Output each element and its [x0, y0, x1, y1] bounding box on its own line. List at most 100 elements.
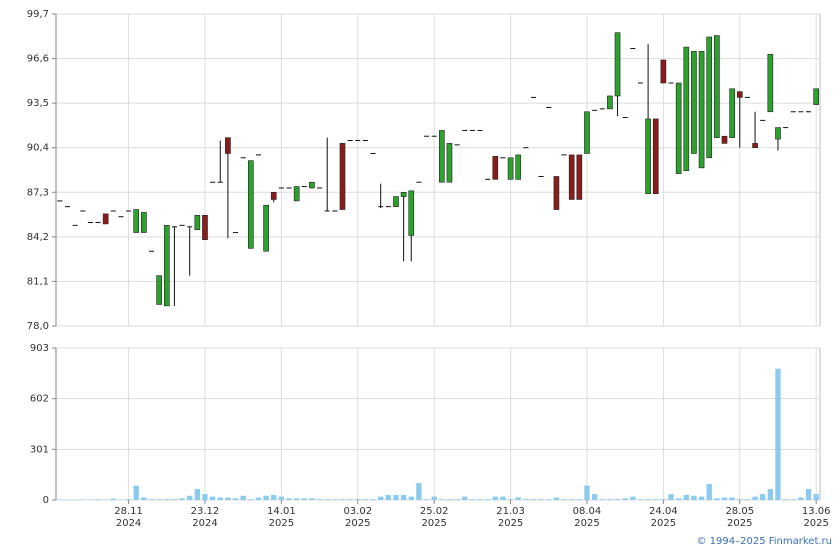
- bar: [599, 499, 605, 500]
- bar: [378, 496, 384, 500]
- bar: [645, 499, 651, 500]
- bar: [102, 499, 109, 500]
- y-tick-label: 0: [43, 495, 49, 506]
- bar: [225, 497, 231, 500]
- candle-body: [446, 143, 453, 183]
- bar: [576, 499, 583, 500]
- bar: [813, 494, 819, 500]
- bar: [706, 484, 712, 500]
- bar: [263, 495, 269, 500]
- candle-body: [698, 51, 705, 169]
- bar: [675, 498, 682, 500]
- candle-body: [775, 127, 781, 140]
- y-tick-label: 96,6: [27, 54, 49, 65]
- candle-body: [675, 82, 682, 174]
- y-tick-label: 93,5: [27, 98, 49, 109]
- x-tick-label: 25.02 2025: [419, 506, 449, 529]
- x-tick-label: 13.06 2025: [801, 506, 831, 529]
- bar: [538, 499, 544, 500]
- candle-body: [408, 190, 415, 236]
- candle-body: [438, 130, 445, 183]
- bar: [385, 494, 392, 500]
- bar: [790, 499, 796, 500]
- bar: [416, 483, 422, 500]
- candle-body: [163, 225, 170, 307]
- bar: [255, 497, 262, 500]
- candle-body: [813, 88, 820, 105]
- candle-body: [576, 154, 583, 200]
- bar: [423, 499, 430, 500]
- candle-body: [614, 32, 621, 97]
- bar: [217, 497, 223, 500]
- bar: [194, 489, 201, 500]
- candle-body: [691, 51, 697, 154]
- bar: [637, 499, 644, 500]
- candle-body: [156, 275, 162, 305]
- candle-body: [721, 135, 728, 144]
- x-tick-label: 24.04 2025: [649, 506, 678, 529]
- bar: [64, 499, 71, 500]
- y-tick-label: 84,2: [27, 232, 49, 243]
- bar: [248, 499, 254, 500]
- y-tick-label: 87,3: [27, 187, 49, 198]
- copyright: © 1994–2025 Finmarket.ru: [696, 536, 832, 547]
- bar: [179, 498, 185, 500]
- candle-body: [247, 160, 254, 249]
- candle-body: [202, 214, 208, 241]
- bar: [569, 499, 575, 500]
- plot-area: [55, 13, 821, 327]
- x-tick-label: 21.03 2025: [496, 506, 525, 529]
- candle-body: [393, 196, 399, 207]
- candle-body: [102, 213, 109, 225]
- bar: [607, 499, 613, 500]
- candle-body: [568, 154, 575, 200]
- bar: [301, 498, 307, 500]
- bar: [729, 497, 735, 500]
- x-tick-label: 28.11 2024: [114, 506, 143, 529]
- bar: [278, 496, 285, 500]
- y-tick-label: 602: [30, 394, 49, 405]
- bar: [87, 499, 94, 500]
- bar: [523, 499, 529, 500]
- candle-body: [141, 212, 147, 233]
- candle-body: [309, 181, 315, 189]
- bar: [293, 498, 300, 500]
- y-tick-label: 99,7: [27, 9, 49, 20]
- candle-body: [706, 36, 713, 159]
- bar: [209, 496, 216, 500]
- x-tick-label: 03.02 2025: [343, 506, 373, 529]
- x-tick-label: 23.12 2024: [190, 506, 220, 529]
- plot-area: [55, 347, 821, 501]
- bar: [332, 499, 338, 500]
- bar: [782, 499, 789, 500]
- bar: [202, 494, 208, 500]
- bar: [484, 499, 491, 500]
- candle-body: [225, 137, 231, 154]
- bar: [500, 496, 506, 500]
- bar: [752, 496, 758, 500]
- candle-body: [400, 191, 407, 197]
- bar: [805, 489, 812, 500]
- bar: [614, 499, 621, 500]
- bar: [347, 499, 353, 500]
- bar: [714, 498, 720, 500]
- candle-body: [263, 204, 269, 252]
- bar: [393, 494, 399, 500]
- bar: [80, 499, 86, 500]
- bar: [148, 499, 155, 500]
- bar: [469, 499, 476, 500]
- bar: [477, 499, 483, 500]
- bar: [355, 499, 361, 500]
- bar: [683, 494, 689, 500]
- bar: [57, 499, 63, 500]
- bar: [462, 496, 468, 500]
- bar: [271, 494, 277, 500]
- bar: [339, 499, 346, 500]
- candle-body: [607, 95, 613, 110]
- bar: [286, 498, 292, 500]
- bar: [775, 368, 781, 500]
- bar: [133, 485, 139, 500]
- candle-body: [729, 88, 735, 138]
